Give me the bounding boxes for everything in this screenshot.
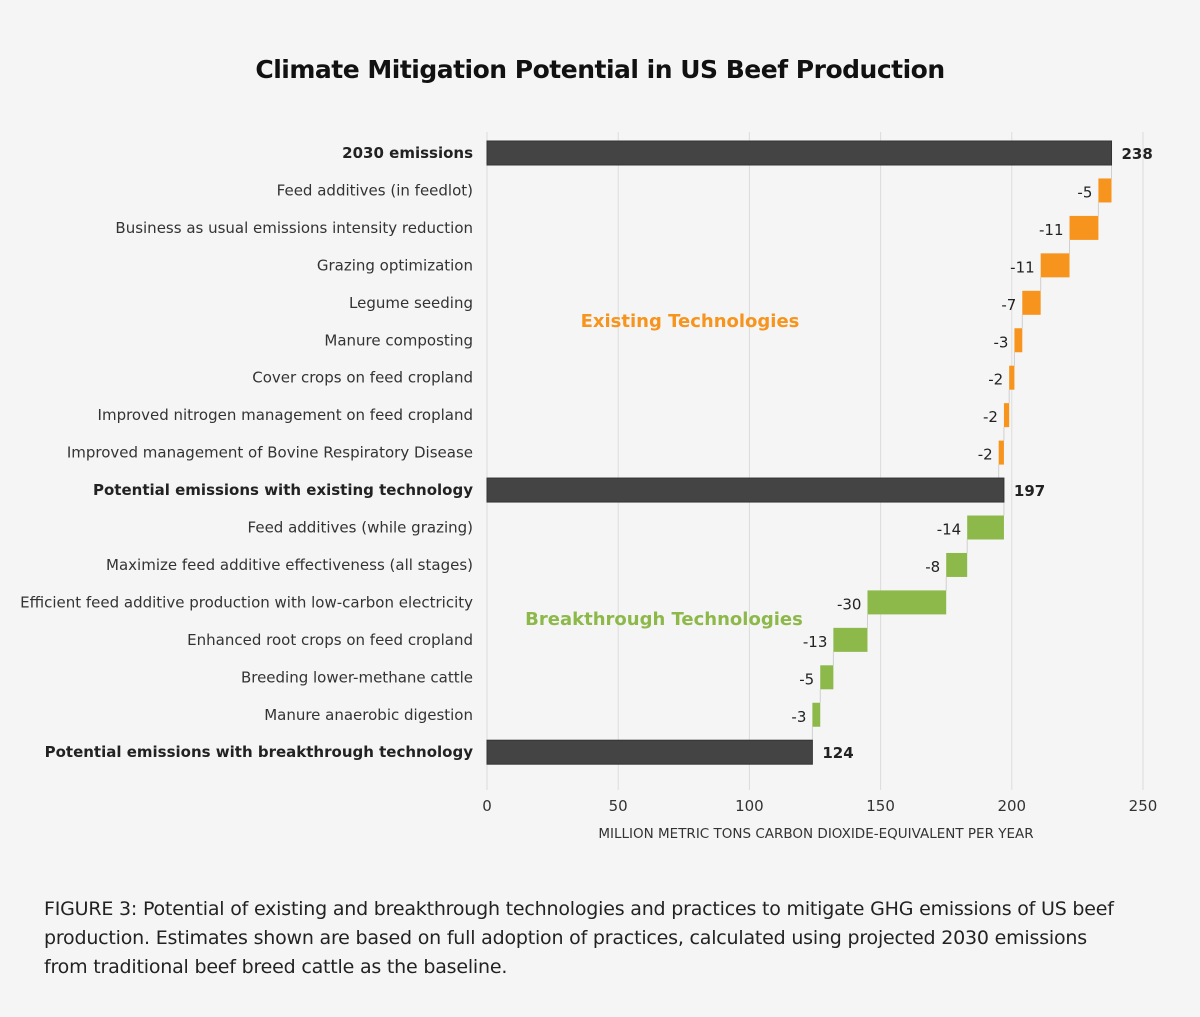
category-label: Enhanced root crops on feed cropland [187, 631, 473, 649]
value-label: 197 [1014, 482, 1045, 500]
gridlines [486, 132, 1144, 790]
total-bar [486, 477, 1005, 503]
x-tick-label: 0 [482, 797, 492, 815]
value-label: 238 [1122, 145, 1153, 163]
existing-bar [1098, 178, 1112, 203]
value-label: -30 [837, 595, 862, 613]
x-tick-label: 250 [1129, 797, 1158, 815]
total-bar [486, 140, 1113, 166]
category-label: Grazing optimization [317, 256, 473, 274]
category-label: Improved management of Bovine Respirator… [67, 444, 473, 462]
category-label: Improved nitrogen management on feed cro… [98, 406, 473, 424]
value-label: -11 [1010, 258, 1035, 276]
category-label: Cover crops on feed cropland [252, 369, 473, 387]
existing-bar [1014, 328, 1023, 353]
value-label: -7 [1001, 296, 1016, 314]
value-label: -5 [799, 670, 814, 688]
x-tick-label: 50 [609, 797, 628, 815]
x-tick-label: 150 [866, 797, 895, 815]
category-label: Legume seeding [349, 294, 473, 312]
total-bar [486, 739, 813, 765]
category-label: 2030 emissions [342, 144, 473, 162]
category-label: Potential emissions with existing techno… [93, 481, 473, 499]
value-label: -14 [937, 521, 962, 539]
existing-bar [1040, 253, 1070, 278]
value-label: -2 [988, 371, 1003, 389]
value-label: -2 [978, 446, 993, 464]
value-label: -3 [791, 708, 806, 726]
breakthrough-bar [833, 627, 868, 652]
x-tick-label: 200 [997, 797, 1026, 815]
category-label: Manure composting [324, 331, 473, 349]
value-label: 124 [822, 744, 853, 762]
x-axis-title: MILLION METRIC TONS CARBON DIOXIDE-EQUIV… [598, 826, 1033, 842]
breakthrough-bar [820, 665, 834, 690]
category-label: Maximize feed additive effectiveness (al… [106, 556, 473, 574]
category-label: Manure anaerobic digestion [264, 706, 473, 724]
category-label: Efficient feed additive production with … [20, 593, 473, 611]
existing-bar [1003, 403, 1010, 428]
value-label: -11 [1039, 221, 1064, 239]
breakthrough-bar [967, 515, 1004, 540]
breakthrough-bar [812, 702, 821, 727]
existing-bar [1069, 215, 1099, 240]
category-label: Feed additives (while grazing) [248, 519, 473, 537]
breakthrough-bar [946, 552, 968, 577]
value-label: -5 [1077, 183, 1092, 201]
bars [486, 140, 1113, 765]
existing-bar [998, 440, 1004, 465]
category-label: Breeding lower-methane cattle [241, 668, 473, 686]
x-tick-label: 100 [735, 797, 764, 815]
breakthrough-technologies-annotation: Breakthrough Technologies [525, 609, 803, 630]
chart-title: Climate Mitigation Potential in US Beef … [255, 55, 945, 84]
breakthrough-bar [867, 590, 947, 615]
category-label: Potential emissions with breakthrough te… [45, 743, 474, 761]
value-label: -2 [983, 408, 998, 426]
category-label: Feed additives (in feedlot) [277, 181, 473, 199]
existing-bar [1009, 365, 1015, 390]
connectors [811, 165, 1113, 741]
waterfall-chart: 0 50 100 150 200 250 2030 emissions 238 Feed add… [20, 132, 1157, 842]
value-label: -3 [993, 333, 1008, 351]
existing-bar [1022, 290, 1041, 315]
category-label: Business as usual emissions intensity re… [115, 219, 473, 237]
value-label: -13 [803, 633, 828, 651]
value-label: -8 [925, 558, 940, 576]
figure-caption: FIGURE 3: Potential of existing and brea… [44, 898, 1114, 978]
existing-technologies-annotation: Existing Technologies [581, 311, 800, 332]
labels: 0 50 100 150 200 250 2030 emissions 238 Feed add… [20, 144, 1157, 815]
